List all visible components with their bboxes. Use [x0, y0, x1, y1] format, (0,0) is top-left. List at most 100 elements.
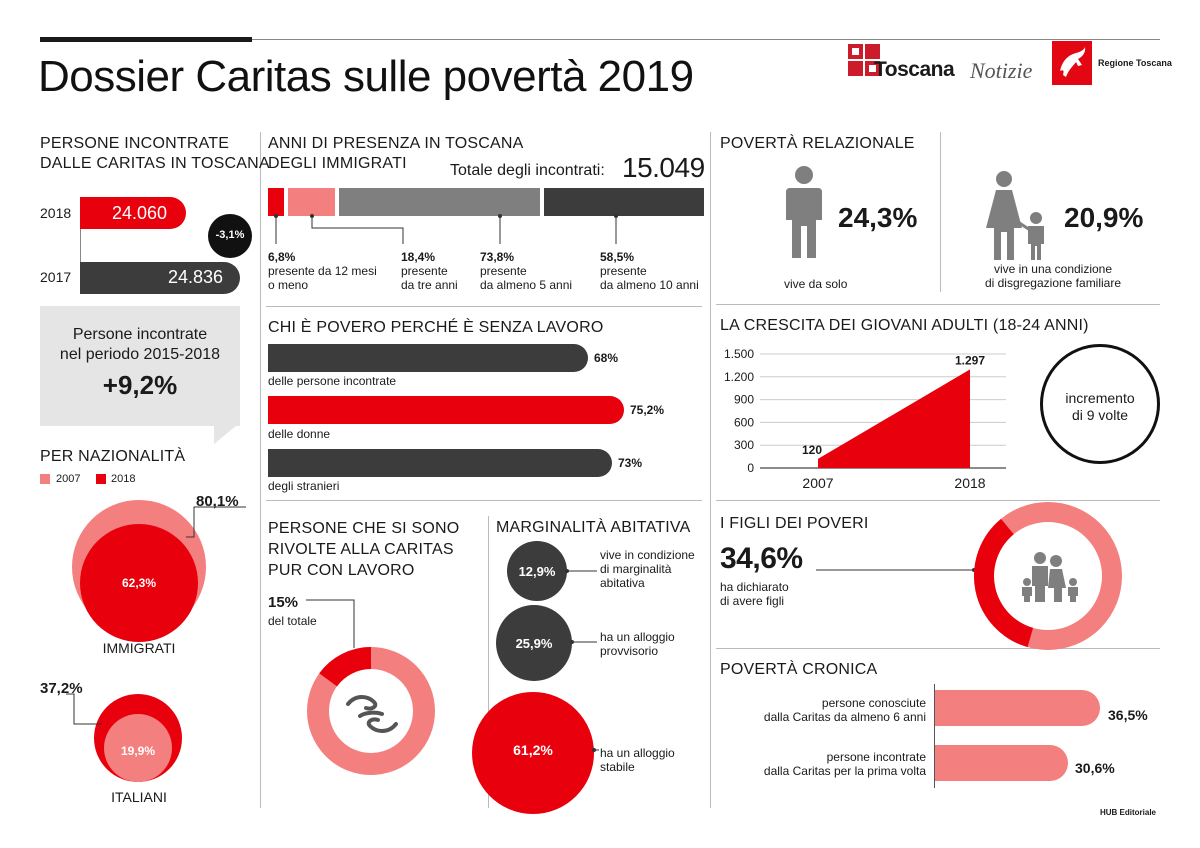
speech-bubble [40, 306, 240, 426]
relazionale-solo-label: vive da solo [784, 277, 848, 291]
y-tick-label: 1.200 [724, 370, 754, 384]
lavoro-bar-2 [268, 396, 624, 424]
relazionale-famiglia-line2: di disgregazione familiare [984, 276, 1122, 290]
anni-item-4-value: 58,5% [600, 250, 635, 264]
cronica-item-2-line1: persone incontrate [826, 750, 926, 764]
lavoro-bar-3 [268, 449, 612, 477]
legend-2007-swatch [40, 474, 50, 484]
header-thin-rule [252, 39, 1160, 40]
legend-2018-swatch [96, 474, 106, 484]
anni-item-2-line1: presente [401, 264, 448, 278]
abitativa-leaders [565, 569, 599, 752]
abitativa-item-1-line2: di marginalità [600, 562, 672, 576]
anni-item-3: 73,8% presente da almeno 5 anni [480, 250, 572, 292]
brand-toscana: Toscana [874, 58, 955, 81]
data-label: 1.297 [955, 353, 985, 367]
anni-item-3-line1: presente [480, 264, 527, 278]
data-label: 120 [802, 443, 822, 457]
anni-item-4: 58,5% presente da almeno 10 anni [600, 250, 699, 292]
anni-item-2-line2: da tre anni [401, 278, 458, 292]
immigrati-2007-value: 80,1% [196, 493, 239, 510]
x-tick-label: 2007 [802, 475, 833, 491]
anni-seg-3 [339, 188, 540, 216]
y-tick-label: 0 [747, 461, 754, 475]
anni-item-3-value: 73,8% [480, 250, 515, 264]
abitativa-title: MARGINALITÀ ABITATIVA [496, 519, 691, 536]
anni-title-line1: ANNI DI PRESENZA IN TOSCANA [268, 135, 524, 152]
bubble-value: +9,2% [102, 370, 178, 400]
bar-2018-value: 24.060 [112, 203, 168, 223]
anni-item-4-line1: presente [600, 264, 647, 278]
relazionale-solo-value: 24,3% [838, 202, 918, 233]
abitativa-item-2-line2: provvisorio [600, 644, 659, 658]
anni-item-1-line2: o meno [268, 278, 309, 292]
bar-2018 [80, 197, 186, 229]
cronica-title: POVERTÀ CRONICA [720, 661, 878, 678]
anni-total-value: 15.049 [622, 152, 705, 183]
abitativa-circle-3 [472, 692, 594, 814]
figli-title: I FIGLI DEI POVERI [720, 515, 869, 532]
abitativa-item-1-line3: abitativa [600, 576, 645, 590]
footer-credit: HUB Editoriale [1100, 808, 1157, 817]
anni-title-line2: DEGLI IMMIGRATI [268, 155, 407, 172]
italiani-leader [66, 693, 102, 725]
lavoro-bar-3-value: 73% [618, 456, 643, 470]
relazionale-famiglia-value: 20,9% [1064, 202, 1144, 233]
immigrati-circle-2018 [80, 524, 198, 642]
bubble-line1: Persone incontrate [72, 326, 208, 343]
conlavoro-label: del totale [268, 614, 317, 628]
persone-title: PERSONE INCONTRATE DALLE CARITAS IN TOSC… [40, 134, 270, 174]
relazionale-famiglia-line1: vive in una condizione [993, 262, 1113, 276]
persone-title-line1: PERSONE INCONTRATE [40, 135, 230, 152]
anni-item-1-line1: presente da 12 mesi [268, 264, 377, 278]
italiani-2007-value: 19,9% [120, 744, 156, 758]
anni-item-1-value: 6,8% [268, 250, 296, 264]
giovani-note: incremento di 9 volte [1040, 390, 1160, 424]
giovani-title: LA CRESCITA DEI GIOVANI ADULTI (18-24 AN… [720, 317, 1089, 334]
immigrati-2018-value: 62,3% [121, 576, 157, 590]
figli-label: ha dichiarato di avere figli [720, 580, 789, 608]
bubble-line2: nel periodo 2015-2018 [59, 346, 221, 363]
y-tick-label: 300 [734, 438, 754, 452]
family-icon [1022, 552, 1078, 602]
cronica-item-1-line2: dalla Caritas da almeno 6 anni [763, 710, 926, 724]
toscana-notizie-logo: Toscana Notizie [848, 44, 1048, 84]
italiani-2018-value: 37,2% [40, 680, 83, 697]
anni-title: ANNI DI PRESENZA IN TOSCANA DEGLI IMMIGR… [268, 134, 524, 174]
anni-seg-4 [544, 188, 704, 216]
lavoro-title: CHI È POVERO PERCHÉ È SENZA LAVORO [268, 319, 604, 336]
conlavoro-title-line2: RIVOLTE ALLA CARITAS [268, 541, 454, 558]
anni-leaders [274, 214, 618, 244]
lavoro-bar-1-value: 68% [594, 351, 619, 365]
italiani-circle-2007 [104, 714, 172, 782]
lavoro-bar-1-label: delle persone incontrate [268, 374, 397, 388]
cronica-item-2-value: 30,6% [1075, 760, 1115, 776]
header-thick-rule [40, 37, 252, 42]
cronica-item-1-line1: persone conosciute [821, 696, 926, 710]
persone-title-line2: DALLE CARITAS IN TOSCANA [40, 155, 270, 172]
abitativa-item-3-line1: ha un alloggio [600, 746, 675, 760]
figli-line2: di avere figli [720, 594, 785, 608]
giovani-area-chart: 0 300 600 900 1.200 1.500 2007 120 2018 1.297 [724, 347, 1006, 491]
cronica-item-2-line2: dalla Caritas per la prima volta [763, 764, 926, 778]
abitativa-item-1-label: vive in condizione di marginalità abitat… [600, 548, 695, 590]
abitativa-item-3-line2: stabile [600, 760, 635, 774]
anni-total-label: Totale degli incontrati: [450, 162, 605, 179]
abitativa-circle-1 [507, 541, 567, 601]
lavoro-bar-2-value: 75,2% [630, 403, 665, 417]
conlavoro-title-line3: PUR CON LAVORO [268, 562, 415, 579]
y-tick-label: 600 [734, 415, 754, 429]
bar-2017 [80, 262, 240, 294]
cronica-item-2-label: persone incontrate dalla Caritas per la … [720, 750, 926, 778]
anni-item-1: 6,8% presente da 12 mesi o meno [268, 250, 377, 292]
figli-leader [816, 568, 976, 572]
cronica-bar-2 [934, 745, 1068, 781]
immigrati-label: IMMIGRATI [102, 640, 176, 656]
person-alone-icon [786, 166, 822, 258]
giovani-note-line2: di 9 volte [1071, 407, 1129, 423]
conlavoro-title: PERSONE CHE SI SONO RIVOLTE ALLA CARITAS… [268, 518, 459, 581]
regione-toscana-label: Regione Toscana [1098, 58, 1172, 68]
anni-item-2: 18,4% presente da tre anni [401, 250, 458, 292]
abitativa-circle-3-value: 61,2% [513, 742, 553, 758]
figli-line1: ha dichiarato [720, 580, 789, 594]
